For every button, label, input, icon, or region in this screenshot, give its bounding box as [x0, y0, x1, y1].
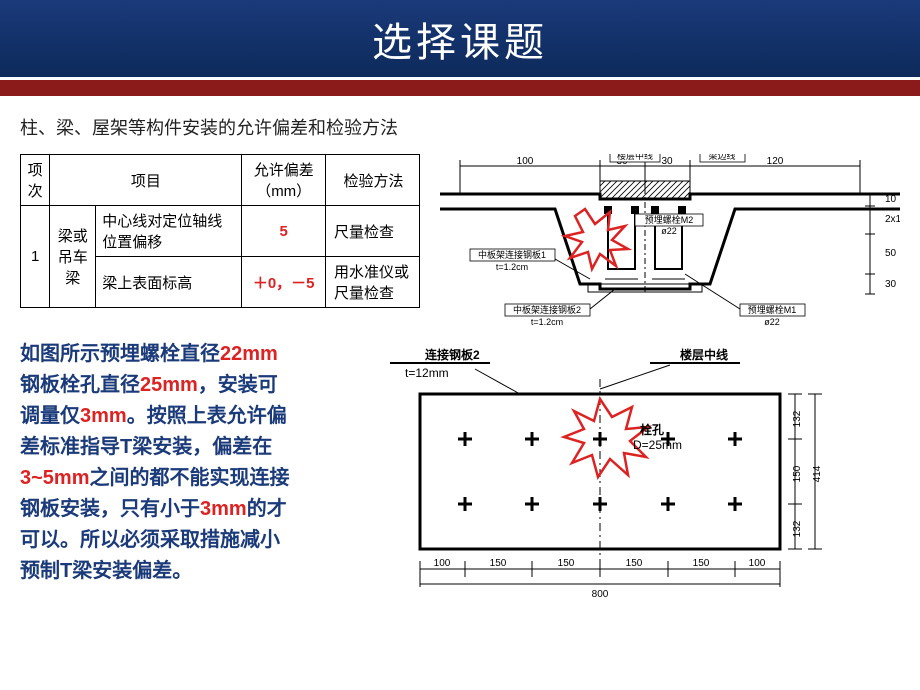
th-seq: 项次: [21, 155, 50, 206]
label: 中板架连接钢板1: [478, 249, 546, 260]
label: t=12mm: [405, 366, 449, 380]
td-seq: 1: [21, 206, 50, 308]
dim: 10: [885, 194, 897, 205]
label: 栓孔: [640, 422, 664, 437]
t: 3mm: [80, 405, 127, 427]
dim: 800: [592, 589, 609, 600]
t: 钢板安装，只有小于: [20, 498, 200, 520]
label: 中板架连接钢板2: [513, 304, 581, 315]
dim: 132: [792, 520, 803, 537]
label: 预埋螺栓M1: [748, 304, 797, 315]
slide-content: 柱、梁、屋架等构件安装的允许偏差和检验方法 项次 项目 允许偏差（mm） 检验方…: [0, 96, 920, 599]
dim: 100: [434, 558, 451, 569]
table-row: 1 梁或吊车梁 中心线对定位轴线位置偏移 5 尺量检查: [21, 206, 420, 257]
t: 25mm: [140, 374, 198, 396]
slide-title: 选择课题: [372, 10, 548, 68]
slide-header: 选择课题: [0, 0, 920, 80]
table-header-row: 项次 项目 允许偏差（mm） 检验方法: [21, 155, 420, 206]
t: 22mm: [220, 343, 278, 365]
dim: 30: [885, 279, 897, 290]
dim: 132: [792, 410, 803, 427]
th-tol: 允许偏差（mm）: [242, 155, 326, 206]
diagram-top: 100 30 30 120 楼层中线 梁边线: [440, 154, 900, 329]
label: 梁边线: [708, 154, 735, 161]
t: 梁安装，偏差在: [132, 436, 272, 458]
t: 3mm: [200, 498, 247, 520]
td-tol: 5: [242, 206, 326, 257]
label: 连接钢板2: [425, 347, 480, 362]
dim: 150: [490, 558, 507, 569]
dim: 30: [661, 156, 673, 167]
dim: 150: [792, 465, 803, 482]
t: T: [120, 436, 132, 458]
dim: 414: [812, 465, 823, 482]
t: 之间的都不能实现连接: [90, 467, 290, 489]
t: 可以。所以必须采取措施减小: [20, 529, 280, 551]
dim: 50: [885, 248, 897, 259]
th-item: 项目: [50, 155, 242, 206]
diagram-bottom: 连接钢板2 t=12mm 楼层中线: [380, 339, 900, 599]
label: ø22: [661, 226, 677, 236]
label: t=1.2cm: [531, 317, 563, 327]
td-cat: 梁或吊车梁: [50, 206, 96, 308]
dim: 120: [767, 156, 784, 167]
label: 楼层中线: [617, 154, 653, 161]
t: 如图所示预埋螺栓直径: [20, 343, 220, 365]
tolerance-table: 项次 项目 允许偏差（mm） 检验方法 1 梁或吊车梁 中心线对定位轴线位置偏移…: [20, 154, 420, 308]
label: t=1.2cm: [496, 262, 528, 272]
t: 差标准指导: [20, 436, 120, 458]
description-text: 如图所示预埋螺栓直径22mm 钢板栓孔直径25mm，安装可 调量仅3mm。按照上…: [20, 339, 380, 599]
accent-bar: [0, 80, 920, 96]
label: ø22: [764, 317, 780, 327]
th-method: 检验方法: [325, 155, 419, 206]
td-method: 用水准仪或尺量检查: [325, 257, 419, 308]
dim: 150: [558, 558, 575, 569]
td-tol: ＋0，－5: [242, 257, 326, 308]
upper-row: 项次 项目 允许偏差（mm） 检验方法 1 梁或吊车梁 中心线对定位轴线位置偏移…: [20, 154, 900, 329]
t: 。按照上表允许偏: [127, 405, 287, 427]
t: T: [60, 560, 72, 582]
td-name: 中心线对定位轴线位置偏移: [96, 206, 242, 257]
td-name: 梁上表面标高: [96, 257, 242, 308]
subtitle: 柱、梁、屋架等构件安装的允许偏差和检验方法: [20, 114, 900, 140]
t: 梁安装偏差。: [72, 560, 192, 582]
dim: 2x15: [885, 214, 900, 225]
t: 预制: [20, 560, 60, 582]
dim: 150: [693, 558, 710, 569]
label: 预埋螺栓M2: [645, 214, 694, 225]
t: ，安装可: [198, 374, 278, 396]
dim: 100: [517, 156, 534, 167]
td-method: 尺量检查: [325, 206, 419, 257]
label: 楼层中线: [680, 347, 728, 362]
dim: 100: [749, 558, 766, 569]
t: 的才: [247, 498, 287, 520]
dim: 150: [626, 558, 643, 569]
lower-row: 如图所示预埋螺栓直径22mm 钢板栓孔直径25mm，安装可 调量仅3mm。按照上…: [20, 339, 900, 599]
label: D=25mm: [633, 438, 682, 452]
t: 3~5mm: [20, 467, 90, 489]
t: 钢板栓孔直径: [20, 374, 140, 396]
table: 项次 项目 允许偏差（mm） 检验方法 1 梁或吊车梁 中心线对定位轴线位置偏移…: [20, 154, 420, 308]
t: 调量仅: [20, 405, 80, 427]
